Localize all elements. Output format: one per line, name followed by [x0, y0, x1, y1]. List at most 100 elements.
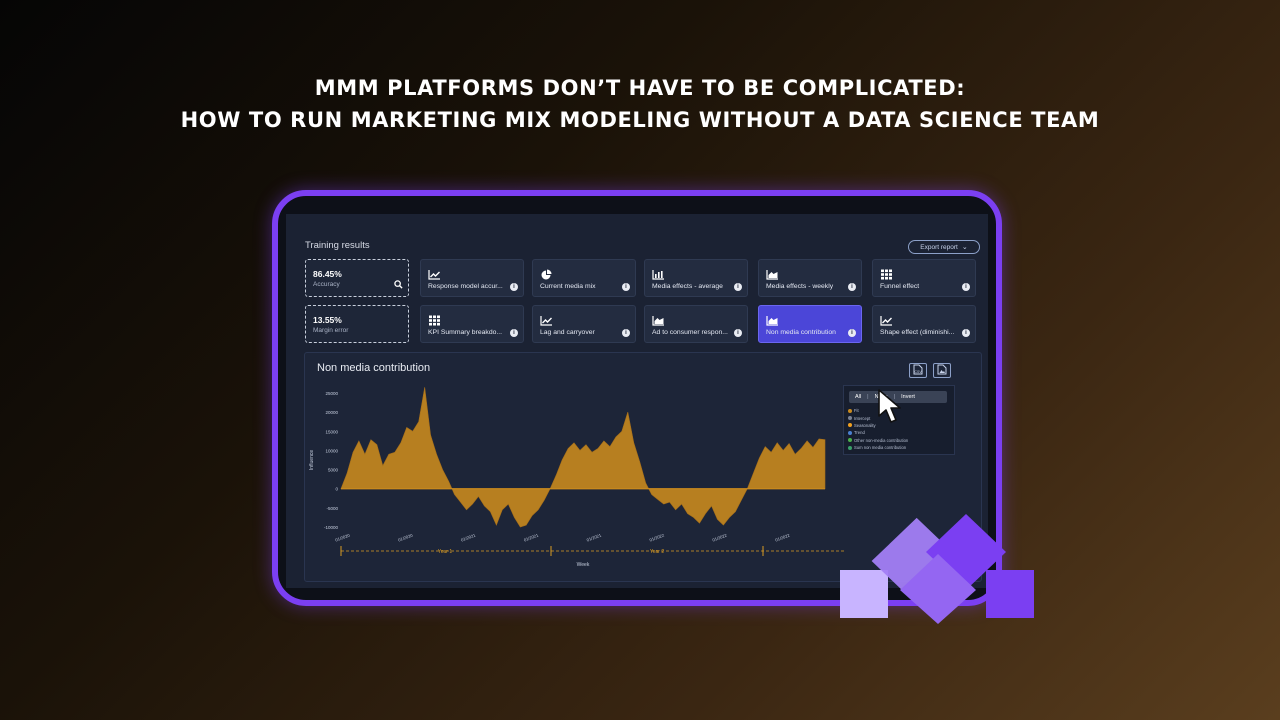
search-icon[interactable]	[394, 280, 403, 291]
x-tick-label: 01/2021	[460, 532, 477, 542]
brand-logo	[840, 514, 1034, 624]
svg-text:CSV: CSV	[915, 370, 923, 374]
contribution-chart: 25000 20000 15000 10000 5000 0 -5000 -10000 Infl…	[309, 387, 845, 568]
x-tick-label: 01/2021	[523, 532, 540, 542]
legend-item-label: Trend	[854, 430, 865, 436]
legend-item-label: Other non-media contribution	[854, 437, 909, 443]
grid-icon	[880, 267, 893, 280]
legend-item[interactable]: Intercept	[848, 414, 908, 421]
panel-title: Non media contribution	[317, 362, 431, 374]
legend-item-label: Intercept	[854, 415, 871, 421]
download-image-icon[interactable]	[933, 363, 951, 378]
x-tick-label: 01/2022	[775, 532, 792, 542]
info-icon[interactable]: i	[510, 283, 518, 291]
y-tick-label: 5000	[328, 468, 339, 473]
logo-square-light	[840, 570, 888, 618]
info-icon[interactable]: i	[622, 283, 630, 291]
line-chart-icon	[880, 313, 893, 326]
legend-item[interactable]: Sum non media contribution	[848, 444, 908, 451]
legend-swatch	[848, 408, 852, 413]
headline-line-2: HOW TO RUN MARKETING MIX MODELING WITHOU…	[180, 108, 1100, 132]
info-icon[interactable]: i	[848, 329, 856, 337]
year-1-label: Year 1	[438, 549, 452, 555]
card-media-effects-average[interactable]: Media effects - average i	[644, 259, 748, 297]
y-tick-label: 20000	[325, 410, 338, 415]
x-tick-label: 01/2022	[712, 532, 729, 542]
margin-error-card[interactable]: 13.55% Margin error	[305, 305, 409, 343]
legend-tab-invert[interactable]: Invert	[901, 394, 915, 400]
accuracy-label: Accuracy	[313, 281, 340, 288]
contribution-area	[340, 387, 826, 528]
chevron-down-icon: ⌄	[961, 244, 968, 251]
area-chart-icon	[766, 267, 779, 280]
logo-diamond-bottom	[900, 554, 976, 624]
card-current-media-mix[interactable]: Current media mix i	[532, 259, 636, 297]
info-icon[interactable]: i	[510, 329, 518, 337]
legend-item[interactable]: Trend	[848, 429, 908, 436]
y-axis-label: Influence	[309, 450, 315, 471]
accuracy-card[interactable]: 86.45% Accuracy	[305, 259, 409, 297]
card-label: Current media mix	[540, 283, 596, 290]
export-report-button[interactable]: Export report ⌄	[908, 240, 980, 254]
margin-error-value: 13.55%	[313, 315, 342, 325]
area-chart-icon	[652, 313, 665, 326]
legend-swatch	[848, 423, 852, 428]
legend-swatch	[848, 416, 852, 421]
device-frame: Training results Export report ⌄ 86.45% …	[272, 190, 1002, 606]
y-tick-label: 25000	[325, 391, 338, 396]
chart-legend: All | None | Invert FitInterceptSeasonal…	[843, 385, 955, 455]
info-icon[interactable]: i	[962, 329, 970, 337]
card-label: Media effects - weekly	[766, 283, 834, 290]
logo-diamond-left	[871, 517, 962, 605]
headline: MMM PLATFORMS DON’T HAVE TO BE COMPLICAT…	[0, 72, 1280, 136]
headline-line-1: MMM PLATFORMS DON’T HAVE TO BE COMPLICAT…	[314, 76, 966, 100]
legend-item[interactable]: Seasonality	[848, 422, 908, 429]
card-label: KPI Summary breakdo...	[428, 329, 503, 336]
x-tick-label: 01/2020	[335, 532, 352, 542]
card-response-model-accur[interactable]: Response model accur... i	[420, 259, 524, 297]
card-label: Media effects - average	[652, 283, 723, 290]
card-funnel-effect[interactable]: Funnel effect i	[872, 259, 976, 297]
y-tick-label: -10000	[324, 525, 339, 530]
info-icon[interactable]: i	[962, 283, 970, 291]
legend-tab-all[interactable]: All	[855, 394, 862, 400]
line-chart-icon	[428, 267, 441, 280]
card-kpi-summary-breakdo[interactable]: KPI Summary breakdo... i	[420, 305, 524, 343]
card-label: Response model accur...	[428, 283, 503, 290]
info-icon[interactable]: i	[734, 329, 742, 337]
bar-chart-icon	[652, 267, 665, 280]
non-media-contribution-panel: Non media contribution CSV 25000 20000 150…	[304, 352, 982, 582]
accuracy-value: 86.45%	[313, 269, 342, 279]
card-lag-and-carryover[interactable]: Lag and carryover i	[532, 305, 636, 343]
card-media-effects-weekly[interactable]: Media effects - weekly i	[758, 259, 862, 297]
mouse-pointer-icon	[878, 389, 901, 423]
y-tick-label: 0	[335, 487, 338, 492]
legend-swatch	[848, 445, 852, 450]
card-label: Non media contribution	[766, 329, 836, 336]
margin-error-label: Margin error	[313, 327, 349, 334]
line-chart-icon	[540, 313, 553, 326]
pie-chart-icon	[540, 267, 553, 280]
y-tick-label: 15000	[325, 429, 338, 434]
info-icon[interactable]: i	[734, 283, 742, 291]
x-tick-label: 01/2022	[649, 532, 666, 542]
card-ad-to-consumer-respon[interactable]: Ad to consumer respon... i	[644, 305, 748, 343]
legend-item-label: Fit	[854, 408, 859, 414]
year-2-label: Year 2	[650, 549, 664, 555]
legend-item[interactable]: Other non-media contribution	[848, 437, 908, 444]
dashboard-screen: Training results Export report ⌄ 86.45% …	[286, 214, 988, 588]
legend-item[interactable]: Fit	[848, 407, 908, 414]
info-icon[interactable]: i	[848, 283, 856, 291]
legend-item-label: Seasonality	[854, 422, 876, 428]
info-icon[interactable]: i	[622, 329, 630, 337]
x-axis-label: Week	[577, 562, 590, 568]
page-title: Training results	[305, 240, 370, 251]
legend-swatch	[848, 430, 852, 435]
legend-item-label: Sum non media contribution	[854, 445, 907, 451]
card-non-media-contribution[interactable]: Non media contribution i	[758, 305, 862, 343]
x-tick-label: 01/2020	[397, 532, 414, 542]
grid-icon	[428, 313, 441, 326]
card-shape-effect-diminishi[interactable]: Shape effect (diminishi... i	[872, 305, 976, 343]
export-report-label: Export report	[920, 243, 958, 251]
download-csv-icon[interactable]: CSV	[909, 363, 927, 378]
